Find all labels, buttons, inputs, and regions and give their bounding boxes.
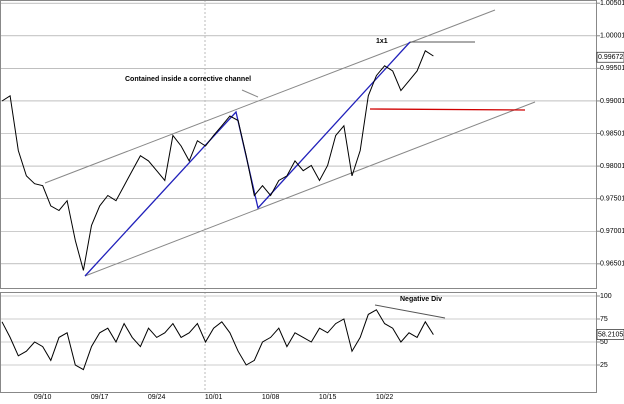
y-tick-label: 75 [600,316,608,323]
price-frame [0,0,597,289]
callout-line [241,89,259,98]
y-tick-label: 0.98001 [600,163,624,170]
x-tick-label: 10/22 [376,394,394,401]
y-tick-label: 0.97501 [600,196,624,203]
y-tick-label: 100 [600,293,612,300]
y-tick-label: 0.96501 [600,261,624,268]
last-value-label: 58.21053 [598,331,624,338]
y-tick-label: 0.99501 [600,65,624,72]
series-line [1,309,434,371]
last-value-label: 0.99672 [598,54,623,61]
y-tick-label: 1.00001 [600,33,624,40]
annotation: 1x1 [376,38,388,45]
divergence-line [374,304,446,319]
channel-lower [84,101,536,277]
x-tick-label: 10/15 [319,394,337,401]
y-tick-label: 25 [600,362,608,369]
x-tick-label: 10/01 [205,394,223,401]
annotation: Negative Div [400,296,442,303]
last-value-box [596,329,624,340]
y-tick-label: 1.00501 [600,0,624,7]
x-tick-label: 09/17 [91,394,109,401]
last-value-box [596,51,624,63]
x-tick-label: 09/10 [34,394,52,401]
y-tick-label: 0.99001 [600,98,624,105]
x-tick-label: 09/24 [148,394,166,401]
channel-upper [44,9,496,184]
x-tick-label: 10/08 [262,394,280,401]
annotation: Contained inside a corrective channel [125,76,251,83]
y-tick-label: 0.98501 [600,130,624,137]
y-tick-label: 50 [600,339,608,346]
series-line [1,50,434,271]
support-line [369,108,526,111]
y-tick-label: 0.97001 [600,228,624,235]
